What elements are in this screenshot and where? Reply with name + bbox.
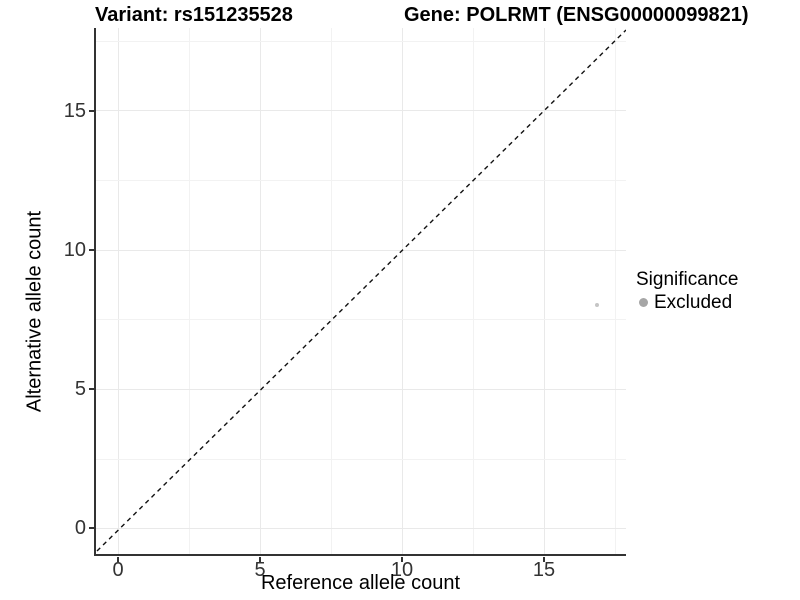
legend-title: Significance (636, 269, 739, 290)
x-tick-10 (401, 557, 403, 562)
x-tick-5 (259, 557, 261, 562)
plot-title-variant: Variant: rs151235528 (95, 4, 293, 26)
gridline-y-7_5 (96, 319, 626, 320)
gridline-x-5 (260, 28, 261, 554)
x-tick-0 (117, 557, 119, 562)
y-tick-15 (89, 110, 94, 112)
x-tick-label-0: 0 (112, 559, 124, 581)
data-point-excluded (595, 303, 599, 307)
gridline-y-12_5 (96, 180, 626, 181)
gridline-x-7_5 (331, 28, 332, 554)
x-tick-label-5: 5 (254, 559, 266, 581)
y-tick-label-10: 10 (63, 239, 86, 261)
legend-item-label: Excluded (654, 292, 733, 313)
gridline-x-12_5 (473, 28, 474, 554)
y-axis-title: Alternative allele count (23, 210, 46, 413)
gridline-y-2_5 (96, 459, 626, 460)
gridline-y-17_5 (96, 41, 626, 42)
y-tick-label-5: 5 (74, 378, 86, 400)
identity-line (96, 29, 626, 552)
gridline-y-0 (96, 528, 626, 529)
y-tick-label-0: 0 (74, 517, 86, 539)
legend-item-excluded: Excluded (636, 291, 738, 314)
x-tick-label-15: 15 (532, 559, 556, 581)
gridline-y-15 (96, 110, 626, 111)
gridline-x-10 (402, 28, 403, 554)
x-axis-title: Reference allele count (260, 572, 460, 594)
gridline-y-10 (96, 250, 626, 251)
legend-point-icon (639, 298, 648, 307)
y-tick-5 (89, 388, 94, 390)
x-tick-label-10: 10 (390, 559, 414, 581)
gridline-x-15 (544, 28, 545, 554)
gridline-x-0 (118, 28, 119, 554)
y-tick-10 (89, 249, 94, 251)
legend: Significance Excluded (636, 268, 738, 314)
gridline-y-5 (96, 389, 626, 390)
plot-title-gene: Gene: POLRMT (ENSG00000099821) (404, 4, 749, 26)
x-tick-15 (543, 557, 545, 562)
gridline-x-2_5 (189, 28, 190, 554)
y-tick-label-15: 15 (63, 100, 86, 122)
plot-panel (94, 28, 626, 556)
y-tick-0 (89, 527, 94, 529)
gridline-x-17_5 (615, 28, 616, 554)
